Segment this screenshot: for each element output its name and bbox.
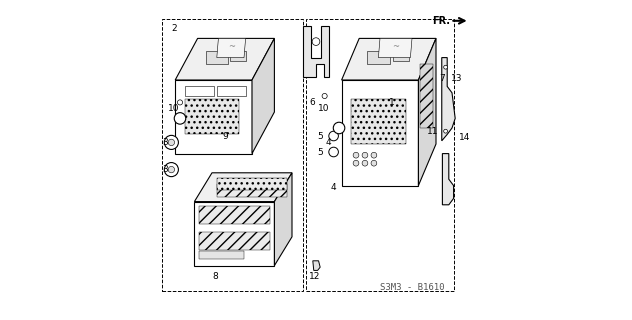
Circle shape bbox=[371, 152, 377, 158]
Text: 9: 9 bbox=[222, 132, 228, 140]
Bar bbox=[217, 184, 287, 197]
Circle shape bbox=[371, 160, 377, 166]
Text: ~: ~ bbox=[228, 42, 234, 51]
Text: 5: 5 bbox=[317, 132, 323, 140]
Circle shape bbox=[168, 166, 174, 173]
Text: 10: 10 bbox=[168, 104, 179, 113]
Circle shape bbox=[444, 65, 447, 69]
Bar bbox=[420, 64, 433, 128]
Bar bbox=[199, 206, 270, 224]
Circle shape bbox=[322, 93, 327, 99]
Polygon shape bbox=[217, 38, 246, 58]
Circle shape bbox=[164, 163, 178, 177]
Text: 11: 11 bbox=[427, 127, 439, 136]
Polygon shape bbox=[274, 173, 292, 266]
Text: 6: 6 bbox=[309, 98, 315, 107]
Polygon shape bbox=[442, 58, 455, 141]
Text: 12: 12 bbox=[309, 272, 320, 281]
Bar bbox=[217, 178, 287, 190]
Circle shape bbox=[333, 122, 345, 134]
Circle shape bbox=[174, 113, 186, 124]
Polygon shape bbox=[418, 38, 436, 186]
Text: FR.: FR. bbox=[432, 16, 451, 26]
Polygon shape bbox=[342, 80, 418, 186]
Polygon shape bbox=[175, 80, 252, 154]
Text: 14: 14 bbox=[458, 133, 470, 142]
Circle shape bbox=[353, 152, 359, 158]
Polygon shape bbox=[195, 173, 292, 202]
Polygon shape bbox=[252, 38, 274, 154]
Text: 10: 10 bbox=[318, 104, 329, 113]
Bar bbox=[185, 99, 239, 134]
Polygon shape bbox=[442, 154, 454, 205]
Polygon shape bbox=[303, 26, 329, 77]
Bar bbox=[229, 51, 246, 61]
Text: 5: 5 bbox=[317, 148, 323, 156]
Bar bbox=[205, 51, 228, 64]
Circle shape bbox=[312, 38, 320, 45]
Text: 2: 2 bbox=[172, 24, 178, 33]
Text: 1: 1 bbox=[389, 98, 395, 107]
Text: ~: ~ bbox=[392, 42, 399, 51]
Circle shape bbox=[164, 135, 178, 149]
Polygon shape bbox=[175, 38, 274, 80]
Polygon shape bbox=[379, 38, 412, 58]
Circle shape bbox=[329, 131, 338, 141]
Text: 7: 7 bbox=[439, 74, 445, 83]
Bar bbox=[217, 86, 246, 96]
Bar bbox=[351, 99, 406, 144]
Bar bbox=[199, 251, 244, 259]
Circle shape bbox=[178, 100, 183, 105]
Circle shape bbox=[444, 129, 447, 133]
Bar bbox=[367, 51, 389, 64]
Text: 4: 4 bbox=[331, 183, 336, 192]
Circle shape bbox=[362, 160, 368, 166]
Text: 3: 3 bbox=[162, 138, 168, 147]
Circle shape bbox=[168, 139, 174, 146]
Circle shape bbox=[362, 152, 368, 158]
Bar bbox=[185, 86, 214, 96]
Text: 8: 8 bbox=[212, 272, 218, 281]
Bar bbox=[393, 51, 409, 61]
Text: S3M3 - B1610: S3M3 - B1610 bbox=[380, 284, 444, 292]
Text: 3: 3 bbox=[162, 165, 168, 174]
Polygon shape bbox=[342, 38, 436, 80]
Circle shape bbox=[329, 147, 338, 157]
Text: 4: 4 bbox=[326, 138, 332, 147]
Circle shape bbox=[353, 160, 359, 166]
Polygon shape bbox=[313, 261, 320, 270]
Polygon shape bbox=[195, 202, 274, 266]
Bar bbox=[199, 232, 270, 250]
Text: 13: 13 bbox=[451, 74, 463, 83]
